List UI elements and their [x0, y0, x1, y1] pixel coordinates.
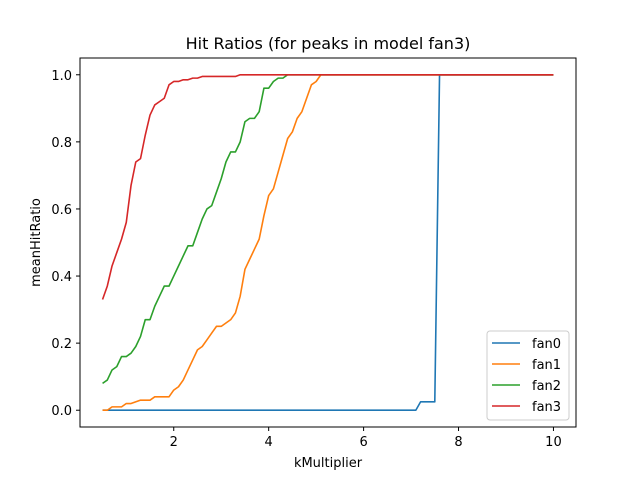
legend: fan0 fan1 fan2 fan3	[486, 330, 570, 421]
y-tick-label: 0.2	[51, 337, 72, 352]
series-line-fan2	[102, 73, 554, 385]
y-axis-title: meanHitRatio	[29, 198, 44, 287]
x-tick-label: 2	[170, 435, 178, 450]
y-tick-label: 0.0	[51, 404, 72, 419]
legend-label-fan3: fan3	[532, 400, 561, 415]
x-axis-ticks: 2 4 6 8 10	[170, 427, 562, 450]
y-axis-ticks: 0.0 0.2 0.4 0.6 0.8 1.0	[51, 69, 80, 419]
y-tick-label: 1.0	[51, 69, 72, 84]
legend-label-fan2: fan2	[532, 379, 561, 394]
y-tick-label: 0.8	[51, 136, 72, 151]
chart-title: Hit Ratios (for peaks in model fan3)	[186, 34, 471, 53]
x-tick-label: 4	[265, 435, 273, 450]
x-tick-label: 6	[359, 435, 367, 450]
y-tick-label: 0.4	[51, 270, 72, 285]
y-tick-label: 0.6	[51, 203, 72, 218]
series-line-fan1	[102, 73, 554, 412]
legend-frame	[486, 330, 570, 421]
plot-frame	[79, 57, 577, 428]
series-line-fan3	[101, 73, 554, 300]
legend-label-fan1: fan1	[532, 358, 561, 373]
x-tick-label: 10	[545, 435, 562, 450]
x-tick-label: 8	[454, 435, 462, 450]
legend-items: fan0 fan1 fan2 fan3	[492, 337, 561, 415]
series-layer	[101, 73, 554, 412]
legend-label-fan0: fan0	[532, 337, 561, 352]
x-axis-title: kMultiplier	[294, 456, 363, 471]
